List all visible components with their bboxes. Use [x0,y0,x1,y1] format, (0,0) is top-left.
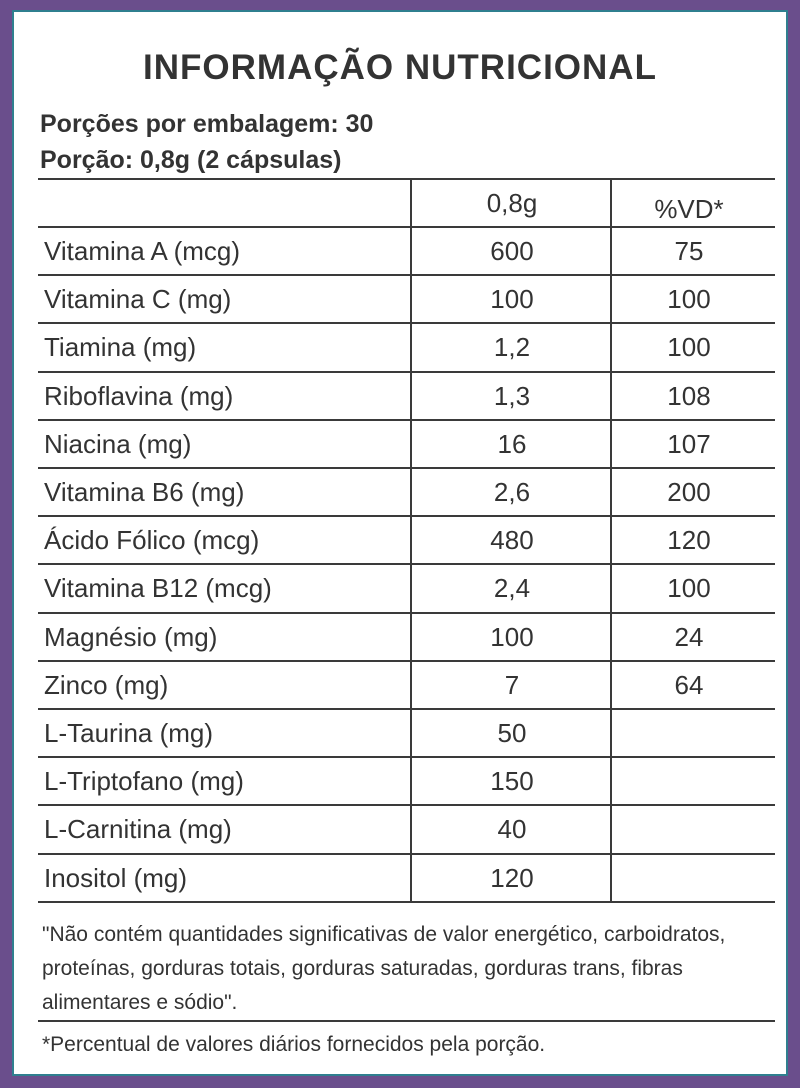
header-dv: %VD* [654,194,724,224]
nutrient-dv: 75 [674,236,704,266]
nutrient-name: Inositol (mg) [44,862,188,893]
nutrient-amount: 100 [490,284,534,315]
row-rule [38,659,775,662]
nutrition-title: INFORMAÇÃO NUTRICIONAL [143,48,657,87]
nutrient-dv: 24 [674,621,704,652]
servings-per-package: Porções por embalagem: 30 [40,110,374,138]
row-rule [38,708,775,710]
row-rule [38,370,775,373]
row-rule [38,804,775,807]
nutrient-name: Niacina (mg) [44,428,192,459]
table-top-rule [38,178,775,180]
nutrient-amount: 16 [497,428,527,459]
row-rule [38,756,775,759]
nutrient-amount: 600 [490,236,534,266]
nutrient-amount: 2,4 [493,573,531,604]
row-rule [38,563,775,566]
nutrition-facts-panel: INFORMAÇÃO NUTRICIONAL Porções por embal… [12,10,788,1076]
nutrient-name: L-Triptofano (mg) [44,766,244,797]
nutrient-name: Zinco (mg) [44,669,169,700]
nutrient-name: Tiamina (mg) [44,332,197,363]
nutrient-dv: 100 [667,573,711,604]
footnote-nutrients: "Não contém quantidades significativas d… [42,923,726,1014]
footnote-dv: *Percentual de valores diários fornecido… [42,1033,546,1056]
nutrient-dv: 100 [667,284,711,315]
nutrient-amount: 1,2 [493,332,531,363]
footnote-divider [38,1020,775,1022]
nutrient-dv: 100 [667,332,711,363]
nutrient-name: Riboflavina (mg) [44,380,234,411]
header-amount: 0,8g [486,188,538,218]
nutrient-amount: 150 [490,766,534,797]
nutrient-name: Vitamina C (mg) [44,284,232,315]
nutrient-dv: 107 [667,428,711,459]
nutrient-name: Vitamina A (mcg) [44,236,241,266]
header-rule [38,226,775,228]
nutrient-dv: 108 [667,380,711,411]
row-rule [38,852,775,855]
row-rule [38,418,775,421]
nutrient-amount: 40 [497,814,527,845]
row-rule [38,274,775,277]
row-rule [38,515,775,518]
nutrient-name: L-Carnitina (mg) [44,814,232,845]
nutrient-amount: 1,3 [493,380,531,411]
row-rule [38,322,775,325]
serving-size: Porção: 0,8g (2 cápsulas) [40,146,342,174]
nutrient-name: Vitamina B6 (mg) [44,477,245,507]
nutrient-name: Ácido Fólico (mcg) [44,525,260,556]
row-rule [38,900,775,903]
nutrient-dv: 200 [667,477,711,507]
nutrient-dv: 64 [674,669,704,700]
nutrient-name: Magnésio (mg) [44,621,218,652]
column-divider-amount [410,178,412,901]
nutrient-amount: 2,6 [493,477,531,507]
nutrient-amount: 480 [490,525,534,556]
nutrient-amount: 7 [504,669,520,700]
nutrient-amount: 120 [490,862,534,893]
nutrient-dv: 120 [667,525,711,556]
row-rule [38,467,775,469]
row-rule [38,611,775,614]
nutrient-name: Vitamina B12 (mcg) [44,573,272,604]
nutrient-amount: 100 [490,621,534,652]
column-divider-dv [610,178,612,901]
nutrient-amount: 50 [497,718,527,748]
nutrient-name: L-Taurina (mg) [44,718,214,748]
